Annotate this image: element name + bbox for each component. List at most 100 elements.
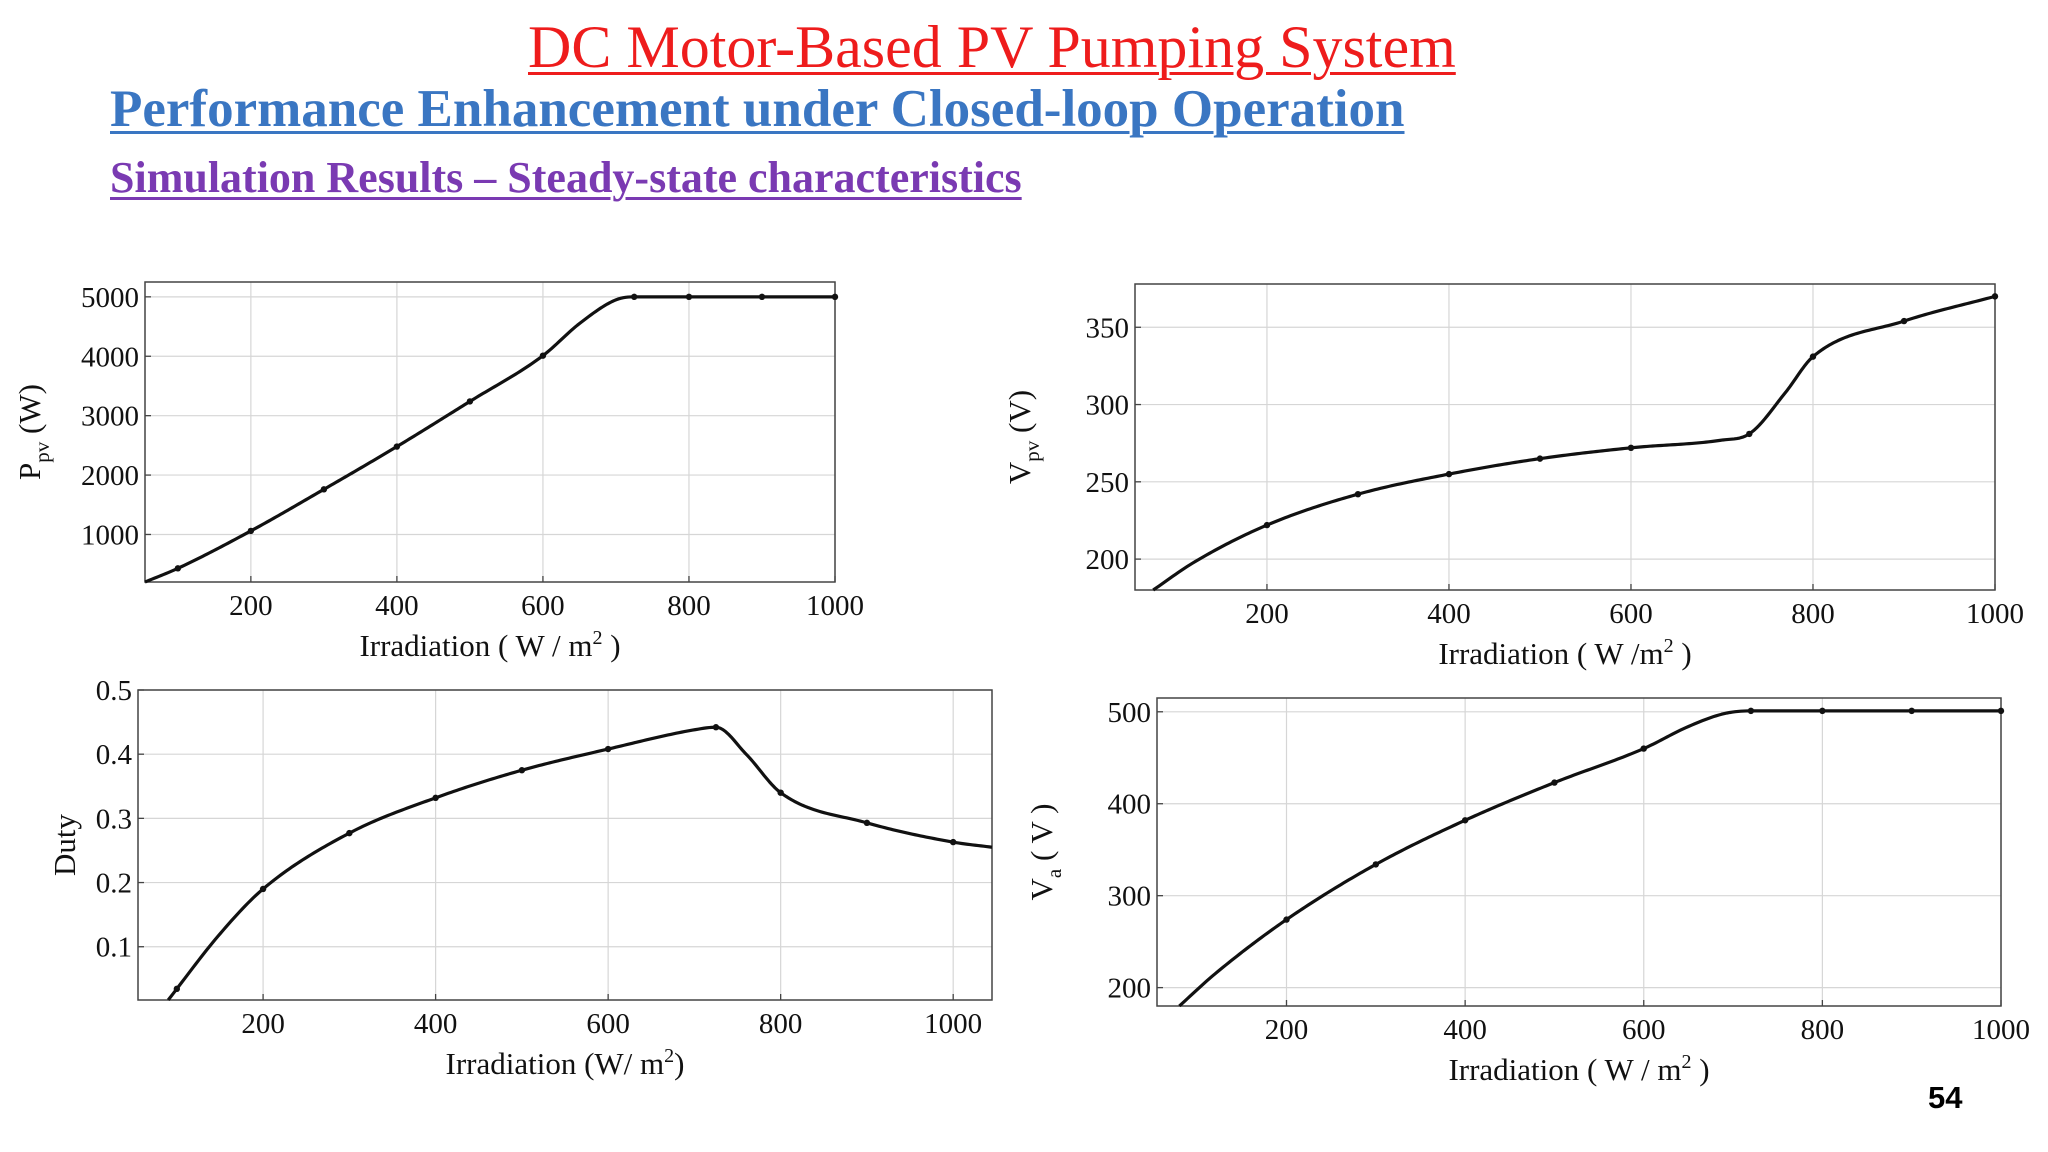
x-tick-label: 400: [375, 590, 419, 622]
x-tick-label: 1000: [924, 1008, 982, 1040]
y-tick-label: 500: [1108, 697, 1152, 729]
data-point: [1445, 470, 1453, 478]
ppv-chart: 200 400 600 800 1000 1000 2000 3000 4000 5000 Irra…: [12, 281, 864, 663]
y-axis-label: Va ( V ): [1024, 804, 1066, 901]
data-point: [1908, 707, 1915, 715]
x-tick-label: 400: [414, 1008, 458, 1040]
data-point: [247, 527, 255, 535]
y-tick-label: 300: [1086, 390, 1130, 422]
plot-frame: [1156, 697, 2002, 1007]
x-axis-label: Irradiation (W/ m2): [446, 1045, 685, 1081]
data-series-line: [1152, 294, 1996, 592]
x-tick-label: 800: [759, 1008, 803, 1040]
y-tick-label: 3000: [81, 401, 139, 433]
data-point: [758, 293, 766, 301]
page-number: 54: [1928, 1080, 1963, 1115]
data-point: [173, 985, 181, 993]
y-tick-label: 0.1: [96, 932, 132, 964]
x-tick-label: 400: [1427, 598, 1471, 630]
data-point: [259, 885, 267, 893]
y-tick-label: 200: [1086, 544, 1130, 576]
data-point: [604, 745, 612, 753]
x-tick-label: 600: [521, 590, 565, 622]
data-point: [466, 398, 474, 405]
data-point: [1354, 490, 1362, 498]
y-axis-label: Duty: [47, 814, 82, 877]
data-point: [393, 443, 401, 450]
data-point: [1372, 861, 1380, 868]
y-tick-label: 250: [1086, 467, 1130, 499]
y-axis-label: Ppv (W): [12, 384, 54, 480]
plot-frame: [144, 281, 836, 583]
data-point: [1627, 444, 1635, 452]
x-axis-label: Irradiation ( W / m2 ): [359, 627, 620, 663]
data-point: [777, 789, 784, 796]
y-tick-label: 2000: [81, 460, 139, 492]
y-tick-label: 0.4: [96, 739, 133, 771]
data-series-line: [1178, 709, 2001, 1008]
data-point: [1991, 293, 1999, 300]
x-axis-label: Irradiation ( W /m2 ): [1438, 635, 1691, 671]
x-tick-label: 200: [229, 590, 273, 622]
data-point: [346, 829, 353, 837]
y-tick-label: 200: [1108, 973, 1152, 1005]
va-chart: 200 400 600 800 1000 200 300 400 500 Irradiation …: [1024, 697, 2030, 1087]
y-tick-label: 1000: [81, 519, 139, 551]
x-tick-label: 200: [1265, 1014, 1309, 1046]
data-point: [174, 565, 182, 572]
x-tick-label: 400: [1443, 1014, 1487, 1046]
data-point: [1747, 707, 1755, 715]
data-point: [518, 767, 526, 774]
data-point: [831, 293, 839, 301]
data-point: [949, 838, 957, 846]
vpv-chart: 200 400 600 800 1000 200 250 300 350 Irradiation …: [1002, 283, 2024, 671]
plot-frame: [137, 689, 993, 1001]
x-tick-label: 1000: [1966, 598, 2024, 630]
data-point: [1997, 707, 2005, 715]
data-point: [1536, 455, 1544, 462]
x-tick-label: 200: [241, 1008, 285, 1040]
data-point: [1263, 521, 1271, 529]
data-point: [685, 293, 693, 301]
x-tick-label: 1000: [1972, 1014, 2030, 1046]
y-tick-label: 300: [1108, 881, 1152, 913]
data-point: [1551, 779, 1558, 786]
x-tick-label: 1000: [806, 590, 864, 622]
x-tick-label: 800: [1791, 598, 1835, 630]
data-point: [1819, 707, 1826, 715]
data-point: [1900, 317, 1908, 325]
x-tick-label: 600: [1609, 598, 1653, 630]
y-tick-label: 0.2: [96, 868, 132, 900]
x-axis-label: Irradiation ( W / m2 ): [1448, 1051, 1709, 1087]
data-point: [1746, 430, 1753, 438]
data-point: [1283, 916, 1290, 923]
slide-title: DC Motor-Based PV Pumping System: [528, 14, 1456, 80]
data-point: [1461, 817, 1469, 824]
data-point: [320, 486, 328, 493]
y-tick-label: 0.3: [96, 803, 132, 835]
x-tick-label: 600: [1622, 1014, 1666, 1046]
section-heading: Simulation Results – Steady-state charac…: [110, 153, 1022, 202]
data-point: [631, 293, 638, 301]
data-point: [539, 352, 547, 359]
x-tick-label: 200: [1245, 598, 1289, 630]
data-point: [712, 724, 720, 731]
y-axis-label: Vpv (V): [1002, 390, 1044, 484]
y-tick-label: 400: [1108, 789, 1152, 821]
data-point: [1640, 745, 1647, 752]
y-tick-label: 4000: [81, 341, 139, 373]
plot-frame: [1134, 283, 1996, 591]
data-series-line: [144, 295, 835, 584]
y-tick-label: 350: [1086, 312, 1130, 344]
y-tick-label: 5000: [81, 282, 139, 314]
duty-chart: 200 400 600 800 1000 0.1 0.2 0.3 0.4 0.5 Irradiati…: [47, 675, 993, 1081]
data-point: [863, 819, 871, 827]
slide-subtitle: Performance Enhancement under Closed-loo…: [110, 80, 1405, 138]
data-point: [432, 794, 439, 802]
data-series-line: [166, 725, 993, 1001]
x-tick-label: 800: [1801, 1014, 1845, 1046]
x-tick-label: 600: [586, 1008, 630, 1040]
x-tick-label: 800: [667, 590, 711, 622]
y-tick-label: 0.5: [96, 675, 132, 707]
data-point: [1809, 353, 1817, 360]
